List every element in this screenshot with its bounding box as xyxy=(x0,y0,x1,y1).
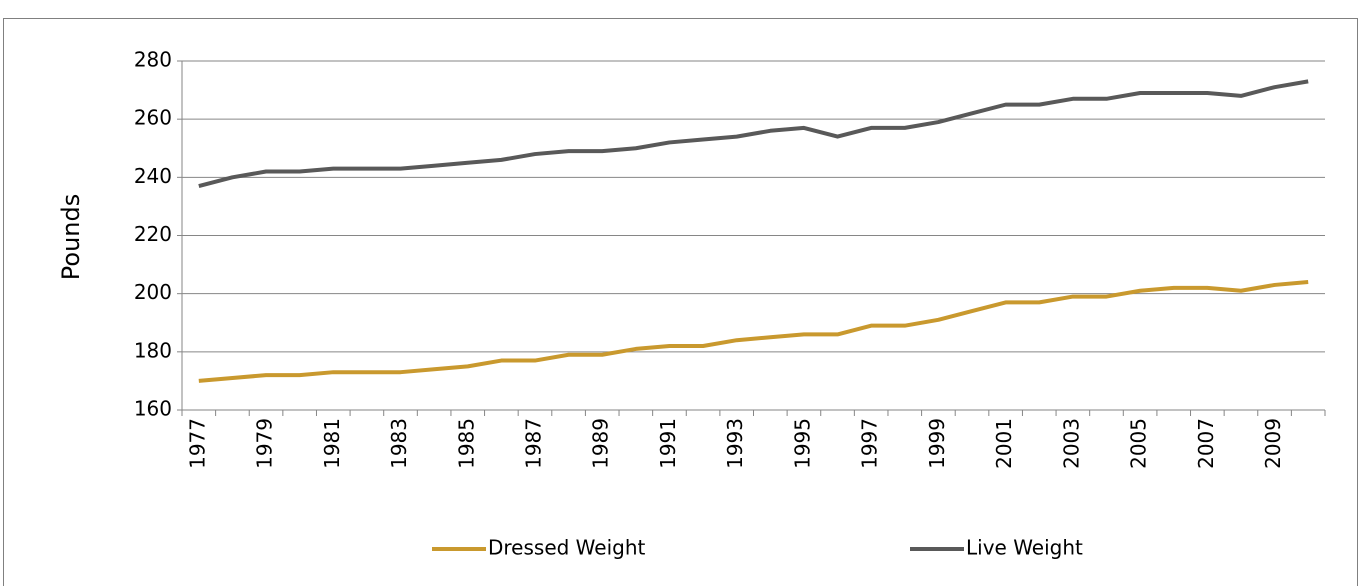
y-axis-label: Pounds xyxy=(57,194,85,280)
x-tick-label: 1995 xyxy=(790,418,814,469)
x-tick-label: 1985 xyxy=(454,418,478,469)
series-line xyxy=(198,280,1309,383)
y-tick-label: 160 xyxy=(134,397,172,421)
x-tick-label: 1989 xyxy=(589,418,613,469)
y-tick-label: 260 xyxy=(134,106,172,130)
x-tick-label: 1987 xyxy=(521,418,545,469)
x-tick-label: 2009 xyxy=(1261,418,1285,469)
series-line xyxy=(198,79,1309,188)
x-tick-label: 1977 xyxy=(185,418,209,469)
x-tick-label: 2007 xyxy=(1194,418,1218,469)
y-tick-label: 240 xyxy=(134,164,172,188)
chart-frame xyxy=(3,18,1358,586)
x-tick-label: 2005 xyxy=(1127,418,1151,469)
x-tick-label: 1981 xyxy=(320,418,344,469)
y-tick-label: 220 xyxy=(134,222,172,246)
x-tick-label: 1999 xyxy=(925,418,949,469)
legend-label: Live Weight xyxy=(966,536,1083,560)
x-tick-label: 2001 xyxy=(992,418,1016,469)
y-tick-label: 180 xyxy=(134,338,172,362)
x-tick-label: 1983 xyxy=(387,418,411,469)
x-tick-label: 1997 xyxy=(858,418,882,469)
x-tick-label: 1993 xyxy=(723,418,747,469)
x-tick-label: 1979 xyxy=(253,418,277,469)
y-tick-label: 280 xyxy=(134,48,172,72)
x-tick-label: 2003 xyxy=(1059,418,1083,469)
y-tick-label: 200 xyxy=(134,280,172,304)
legend-label: Dressed Weight xyxy=(488,536,646,560)
x-tick-label: 1991 xyxy=(656,418,680,469)
